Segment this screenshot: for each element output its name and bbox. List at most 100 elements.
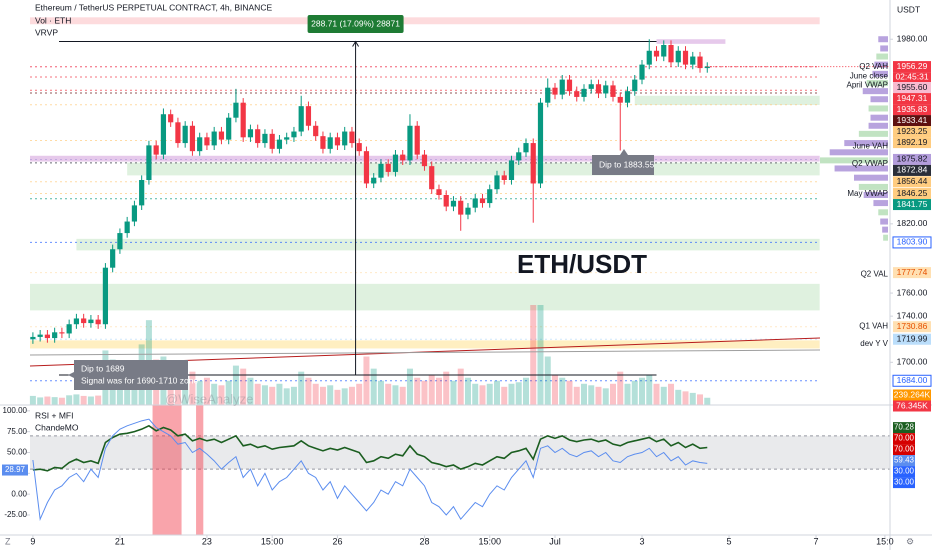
measure-arrowhead: [352, 40, 360, 47]
candle-body: [537, 102, 544, 184]
price-label: 1892.19: [897, 137, 928, 147]
measure-label: 288.71 (17.09%) 28871: [311, 18, 400, 28]
volume-bar: [689, 392, 696, 405]
candle-body: [313, 125, 319, 137]
rsi-label: 30.00: [894, 467, 915, 476]
candle-body: [95, 319, 101, 325]
candle-body: [226, 117, 232, 140]
candle-body: [400, 154, 406, 161]
volume-bar: [261, 385, 268, 405]
volume-bar: [276, 383, 283, 405]
candle-body: [421, 154, 428, 167]
volume-bar: [348, 386, 355, 405]
candle-body: [559, 79, 565, 95]
volume-bar: [29, 395, 36, 405]
price-label: 1846.25: [897, 188, 928, 198]
rsi-line: [32, 418, 708, 522]
rsi-tick-label: 75.00: [7, 427, 28, 436]
volume-bar: [392, 385, 399, 405]
rsi-label: 70.00: [894, 445, 915, 454]
price-label: 1719.99: [897, 333, 928, 343]
candle-body: [327, 137, 333, 149]
candle-body: [639, 64, 645, 80]
x-tick-label: 15:0: [876, 536, 894, 546]
callout-box: [592, 149, 654, 175]
indicator-name: Vol · ETH: [35, 15, 71, 25]
volume-bar: [464, 377, 471, 405]
profile-bar: [878, 209, 888, 216]
volume-bar: [610, 383, 617, 405]
volume-label-box: [893, 389, 931, 401]
rsi-label-box: [893, 444, 915, 456]
level-name: dev Y V: [860, 339, 888, 348]
icon[interactable]: ⚙: [906, 536, 914, 546]
candle-body: [334, 137, 341, 146]
candle-body: [320, 136, 326, 149]
candle-body: [66, 324, 72, 334]
volume-bar: [479, 385, 486, 405]
volume-bar: [537, 305, 544, 405]
rsi-title: RSI + MFI: [35, 410, 74, 420]
volume-bar: [472, 383, 479, 405]
volume-bar: [493, 380, 500, 405]
volume-bar: [515, 382, 522, 405]
volume-bar: [668, 383, 675, 405]
candle-body: [479, 198, 486, 204]
volume-bar: [602, 388, 609, 405]
volume-bar: [595, 386, 602, 405]
profile-bar: [880, 218, 888, 225]
price-label-box: [893, 61, 931, 73]
volume-bar: [218, 385, 225, 405]
volume-bar: [588, 385, 595, 405]
price-label: 1841.75: [897, 199, 928, 209]
x-tick-label: 15:00: [478, 536, 501, 546]
volume-bar: [319, 386, 326, 405]
profile-bar: [878, 36, 888, 43]
candle-body: [175, 122, 181, 144]
zone: [127, 162, 820, 176]
price-label: 1923.25: [897, 126, 928, 136]
profile-bar: [820, 157, 888, 164]
candle-body: [305, 106, 312, 126]
candle-body: [52, 332, 58, 339]
candle-body: [487, 189, 493, 204]
volume-bar: [508, 383, 515, 405]
candle-body: [139, 180, 145, 206]
candle-body: [233, 102, 239, 118]
candle-body: [298, 106, 304, 132]
price-label-box: [893, 153, 931, 165]
candle-body: [44, 334, 51, 339]
rsi-label: 70.00: [894, 434, 915, 443]
volume-bar: [363, 356, 370, 405]
x-tick-label: 5: [727, 536, 732, 546]
level-name: June VAH: [853, 142, 889, 151]
countdown-box: [893, 72, 931, 83]
volume-bar: [443, 371, 450, 405]
candle-body: [262, 133, 268, 144]
y-tick-label: 1760.00: [897, 287, 928, 297]
price-label-box: [893, 188, 931, 200]
volume-bar: [312, 383, 319, 405]
candle-body: [182, 125, 188, 144]
candle-body: [624, 91, 631, 103]
zone: [656, 39, 726, 44]
volume-bar: [247, 377, 254, 405]
rsi-label-box: [893, 477, 915, 489]
volume-bar: [522, 377, 529, 405]
candle-body: [269, 133, 275, 149]
volume-bar: [356, 383, 363, 405]
zone: [634, 95, 820, 105]
candle-body: [59, 332, 65, 334]
rsi-label-box: [893, 433, 915, 445]
volume-bar: [44, 396, 51, 405]
price-label-box: [893, 199, 931, 211]
candle-body: [342, 131, 348, 146]
candle-body: [581, 88, 587, 97]
price-label-box: [893, 93, 931, 105]
candle-body: [189, 125, 196, 152]
profile-bar: [868, 122, 888, 129]
level-name: Q2 VAH: [859, 62, 888, 71]
candle-body: [450, 200, 457, 207]
callout-box: [68, 360, 188, 390]
